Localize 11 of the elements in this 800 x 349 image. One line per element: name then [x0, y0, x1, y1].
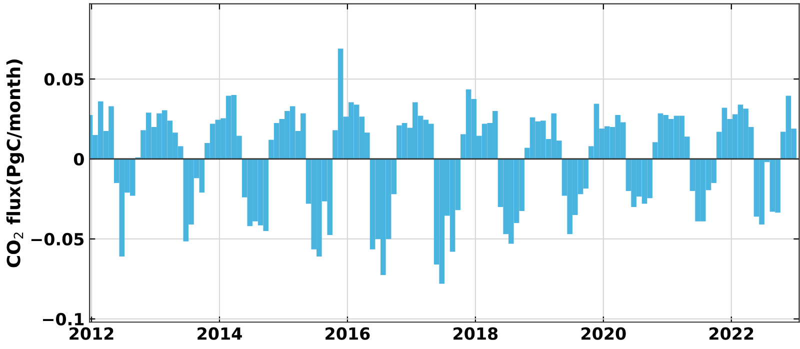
y-tick-label: 0 [74, 152, 84, 166]
y-tick-label: −0.05 [31, 232, 84, 246]
y-tick-label: −0.1 [43, 312, 84, 326]
x-tick-label: 2022 [710, 327, 754, 340]
y-tick-label: 0.05 [44, 72, 84, 86]
x-tick-label: 2020 [582, 327, 626, 340]
x-tick-label: 2012 [70, 327, 114, 340]
x-tick-label: 2016 [326, 327, 370, 340]
x-tick-label: 2018 [454, 327, 498, 340]
y-axis-title: CO$_{2}$ flux(PgC/month) [6, 60, 24, 268]
x-tick-label: 2014 [198, 327, 242, 340]
